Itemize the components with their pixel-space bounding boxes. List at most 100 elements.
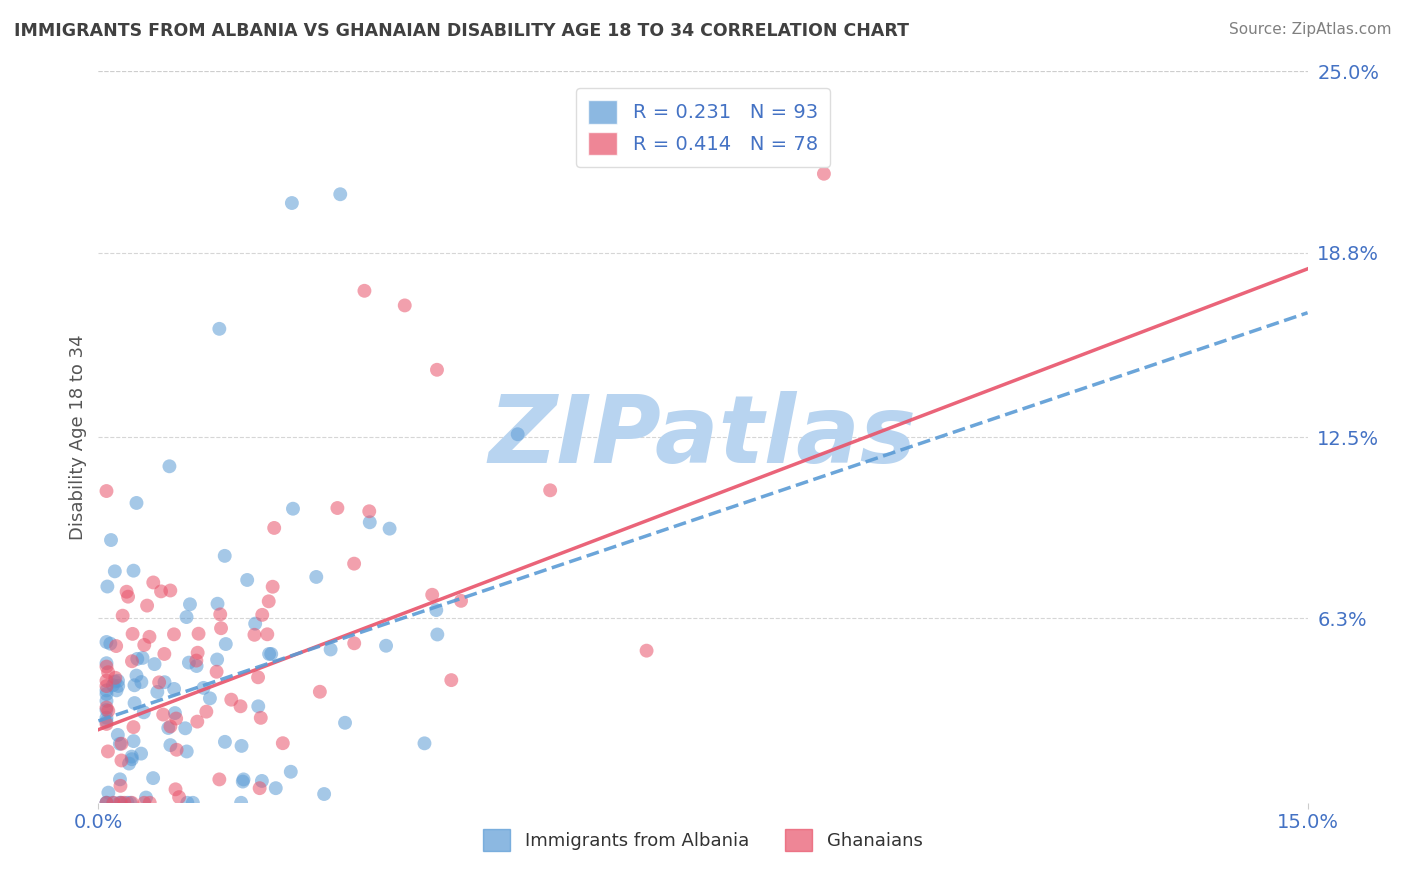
Point (243, 616, 266, 631)
Point (148, 675, 170, 690)
Text: Source: ZipAtlas.com: Source: ZipAtlas.com (1229, 22, 1392, 37)
Point (150, 584, 173, 599)
Point (319, 642, 342, 657)
Point (108, 796, 131, 810)
Point (96, 580, 118, 594)
Point (219, 692, 242, 706)
Point (209, 621, 232, 635)
Point (96, 717, 118, 731)
Point (131, 675, 153, 690)
Point (208, 322, 231, 336)
Point (359, 516, 381, 530)
Point (121, 796, 143, 810)
Point (101, 796, 124, 810)
Point (121, 752, 143, 766)
Point (104, 565, 127, 579)
Point (115, 584, 138, 599)
Point (159, 583, 181, 598)
Point (120, 796, 142, 810)
Point (96, 796, 118, 810)
Point (122, 720, 145, 734)
Point (146, 685, 169, 699)
Point (97, 786, 120, 800)
Point (308, 685, 330, 699)
Point (343, 557, 366, 571)
Point (96, 673, 118, 688)
Point (359, 504, 381, 518)
Point (205, 665, 228, 679)
Point (187, 646, 209, 660)
Point (97, 665, 120, 680)
Point (143, 657, 166, 672)
Point (121, 654, 143, 668)
Point (96, 796, 118, 810)
Point (107, 679, 129, 693)
Point (215, 637, 238, 651)
Point (249, 711, 271, 725)
Point (163, 681, 186, 696)
Point (450, 594, 472, 608)
Point (152, 707, 174, 722)
Point (96, 683, 118, 698)
Point (118, 756, 141, 771)
Point (110, 754, 132, 768)
Point (134, 796, 156, 810)
Point (257, 647, 280, 661)
Text: IMMIGRANTS FROM ALBANIA VS GHANAIAN DISABILITY AGE 18 TO 34 CORRELATION CHART: IMMIGRANTS FROM ALBANIA VS GHANAIAN DISA… (14, 22, 910, 40)
Point (135, 790, 157, 805)
Point (343, 636, 366, 650)
Point (426, 627, 449, 641)
Point (176, 744, 198, 758)
Point (124, 678, 146, 692)
Point (636, 643, 658, 657)
Point (165, 712, 187, 726)
Point (813, 167, 835, 181)
Point (440, 673, 463, 687)
Point (96, 694, 118, 708)
Y-axis label: Disability Age 18 to 34: Disability Age 18 to 34 (69, 334, 87, 540)
Point (281, 501, 304, 516)
Point (264, 781, 287, 796)
Point (186, 714, 208, 729)
Point (353, 284, 375, 298)
Point (105, 683, 128, 698)
Point (125, 668, 148, 682)
Point (205, 652, 228, 666)
Point (232, 774, 254, 789)
Point (375, 639, 398, 653)
Point (305, 570, 328, 584)
Point (124, 696, 146, 710)
Point (177, 656, 200, 670)
Point (271, 736, 294, 750)
Point (122, 734, 145, 748)
Point (142, 575, 165, 590)
Point (142, 771, 165, 785)
Point (101, 678, 124, 692)
Point (104, 674, 127, 689)
Point (153, 675, 176, 690)
Point (96, 700, 118, 714)
Point (96, 659, 118, 673)
Point (97, 704, 120, 718)
Point (132, 706, 155, 720)
Point (108, 772, 131, 787)
Point (394, 298, 416, 312)
Point (181, 796, 204, 810)
Point (159, 719, 181, 733)
Point (195, 705, 218, 719)
Point (96, 483, 118, 498)
Point (165, 782, 187, 797)
Point (231, 739, 253, 753)
Legend: Immigrants from Albania, Ghanaians: Immigrants from Albania, Ghanaians (474, 820, 932, 860)
Point (111, 608, 134, 623)
Point (378, 522, 401, 536)
Point (263, 521, 285, 535)
Point (105, 639, 128, 653)
Point (333, 715, 356, 730)
Point (326, 501, 349, 516)
Point (125, 496, 148, 510)
Point (186, 654, 208, 668)
Point (229, 796, 252, 810)
Point (117, 590, 139, 604)
Point (413, 736, 436, 750)
